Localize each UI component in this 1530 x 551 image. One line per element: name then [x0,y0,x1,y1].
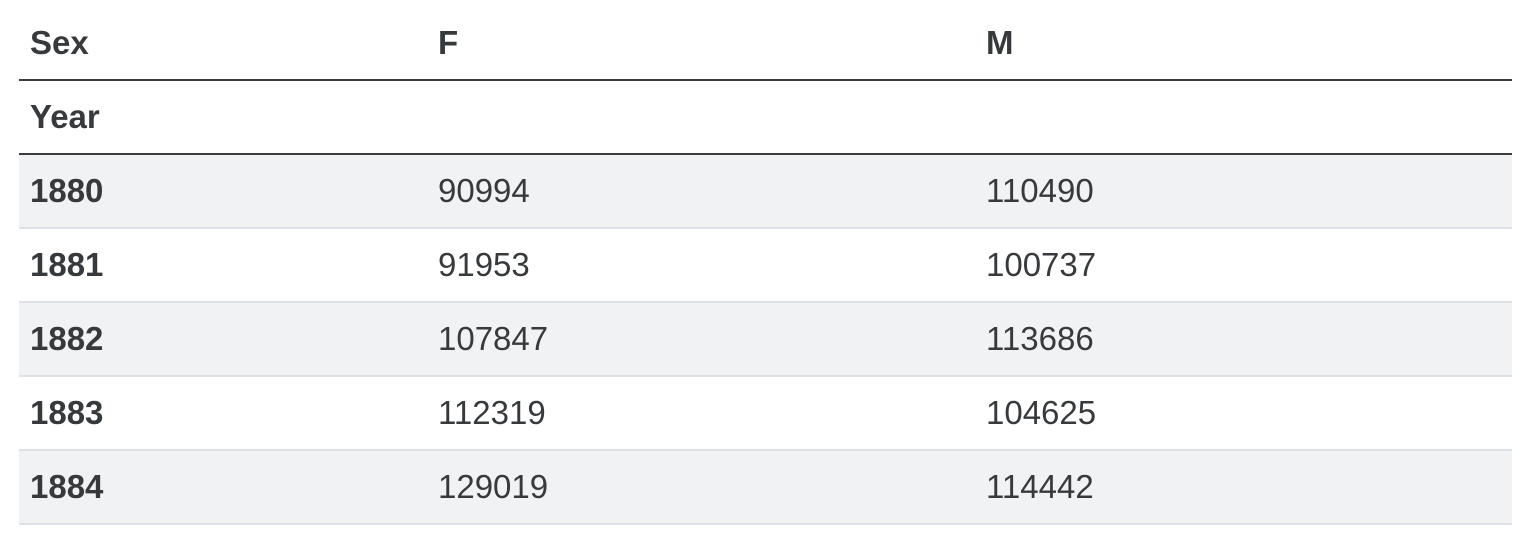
table-row: 1880 90994 110490 [19,154,1512,228]
row-index-year: 1882 [30,320,104,357]
table-body: 1880 90994 110490 1881 91953 100737 1882 107847… [19,154,1512,524]
index-row-spacer [427,80,975,154]
cell-value-m: 113686 [986,320,1094,357]
table-row: 1881 91953 100737 [19,228,1512,302]
table-row: 1883 112319 104625 [19,376,1512,450]
dataframe-table: Sex F M Year 1880 90994 110490 1881 91953 100… [19,7,1512,525]
column-header-f: F [438,24,459,61]
row-index-year: 1880 [30,172,104,209]
cell-value-f: 91953 [438,246,530,283]
table-row: 1882 107847 113686 [19,302,1512,376]
cell-value-m: 110490 [986,172,1094,209]
columns-axis-label: Sex [30,24,89,61]
table-header: Sex F M Year [19,7,1512,154]
index-row-spacer [975,80,1512,154]
cell-value-m: 114442 [986,468,1094,505]
row-index-year: 1883 [30,394,104,431]
cell-value-f: 90994 [438,172,530,209]
row-index-year: 1884 [30,468,104,505]
cell-value-m: 100737 [986,246,1097,283]
cell-value-m: 104625 [986,394,1097,431]
cell-value-f: 129019 [438,468,549,505]
columns-header-row: Sex F M [19,7,1512,80]
row-index-year: 1881 [30,246,104,283]
index-name-label: Year [30,98,100,135]
table-row: 1884 129019 114442 [19,450,1512,524]
cell-value-f: 112319 [438,394,546,431]
cell-value-f: 107847 [438,320,549,357]
index-name-row: Year [19,80,1512,154]
column-header-m: M [986,24,1014,61]
